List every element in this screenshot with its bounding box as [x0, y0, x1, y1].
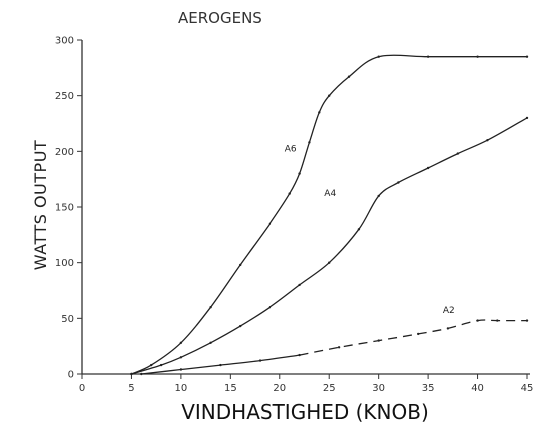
data-point	[377, 194, 380, 198]
y-tick-label: 250	[55, 91, 74, 102]
data-point	[417, 332, 420, 336]
data-point	[525, 116, 529, 120]
x-tick-label: 10	[175, 383, 188, 394]
x-ticks: 0 5 10 15 20 25 30 35 40 45	[79, 374, 534, 394]
data-point	[268, 306, 272, 309]
data-point	[426, 55, 430, 58]
y-axis-label: WATTS OUTPUT	[31, 140, 50, 270]
data-point	[525, 55, 529, 58]
x-tick-label: 15	[224, 383, 237, 394]
data-point	[298, 283, 301, 287]
data-point	[268, 222, 272, 225]
series-label-a6: A6	[285, 144, 297, 154]
series-line-a2-dashed	[299, 319, 527, 356]
data-point	[140, 372, 143, 376]
data-point	[209, 306, 212, 309]
x-axis-label: VINDHASTIGHED (KNOB)	[181, 400, 429, 424]
data-point	[328, 94, 331, 97]
data-point	[496, 319, 499, 322]
x-tick-label: 5	[128, 383, 134, 394]
series-label-a4: A4	[324, 189, 336, 199]
data-point	[357, 228, 361, 231]
data-point	[298, 172, 301, 175]
data-point	[258, 359, 262, 362]
data-point	[525, 319, 529, 322]
x-tick-label: 25	[323, 383, 336, 394]
data-point	[308, 141, 311, 144]
series-label-a2: A2	[443, 306, 455, 316]
data-point	[476, 55, 479, 58]
data-point	[179, 368, 183, 371]
data-point	[179, 356, 183, 359]
data-point	[397, 181, 400, 184]
data-point	[377, 55, 380, 58]
data-point	[288, 192, 291, 195]
y-tick-label: 0	[68, 370, 74, 381]
data-point	[239, 263, 242, 267]
data-point	[377, 339, 380, 342]
series-line-a4	[131, 117, 528, 375]
data-point	[456, 152, 459, 155]
y-ticks: 0 50 100 150 200 250 300	[55, 36, 82, 381]
data-point	[486, 139, 489, 142]
data-point	[159, 363, 163, 367]
y-tick-label: 300	[55, 36, 74, 47]
data-point	[179, 341, 183, 344]
x-tick-label: 45	[521, 383, 534, 394]
x-tick-label: 40	[471, 383, 484, 394]
x-tick-label: 35	[422, 383, 435, 394]
data-point	[347, 75, 351, 78]
series-labels: A6 A4 A2	[285, 144, 455, 315]
data-point	[150, 363, 153, 367]
data-point	[219, 363, 222, 367]
data-point	[209, 341, 212, 344]
data-point	[337, 346, 341, 349]
data-point	[476, 319, 479, 322]
series-line-a6	[131, 54, 527, 375]
data-point	[446, 327, 450, 330]
y-tick-label: 200	[55, 147, 74, 158]
y-tick-label: 100	[55, 258, 74, 269]
data-point	[328, 261, 331, 264]
x-tick-label: 30	[372, 383, 385, 394]
y-tick-label: 150	[55, 203, 74, 214]
y-tick-label: 50	[61, 314, 74, 325]
data-point	[426, 166, 430, 170]
x-tick-label: 0	[79, 383, 85, 394]
data-point	[130, 372, 133, 376]
data-point	[239, 324, 242, 328]
data-point	[318, 111, 321, 114]
data-point	[298, 353, 301, 357]
x-tick-label: 20	[273, 383, 286, 394]
series-group	[130, 54, 529, 376]
chart-title: AEROGENS	[178, 9, 262, 27]
